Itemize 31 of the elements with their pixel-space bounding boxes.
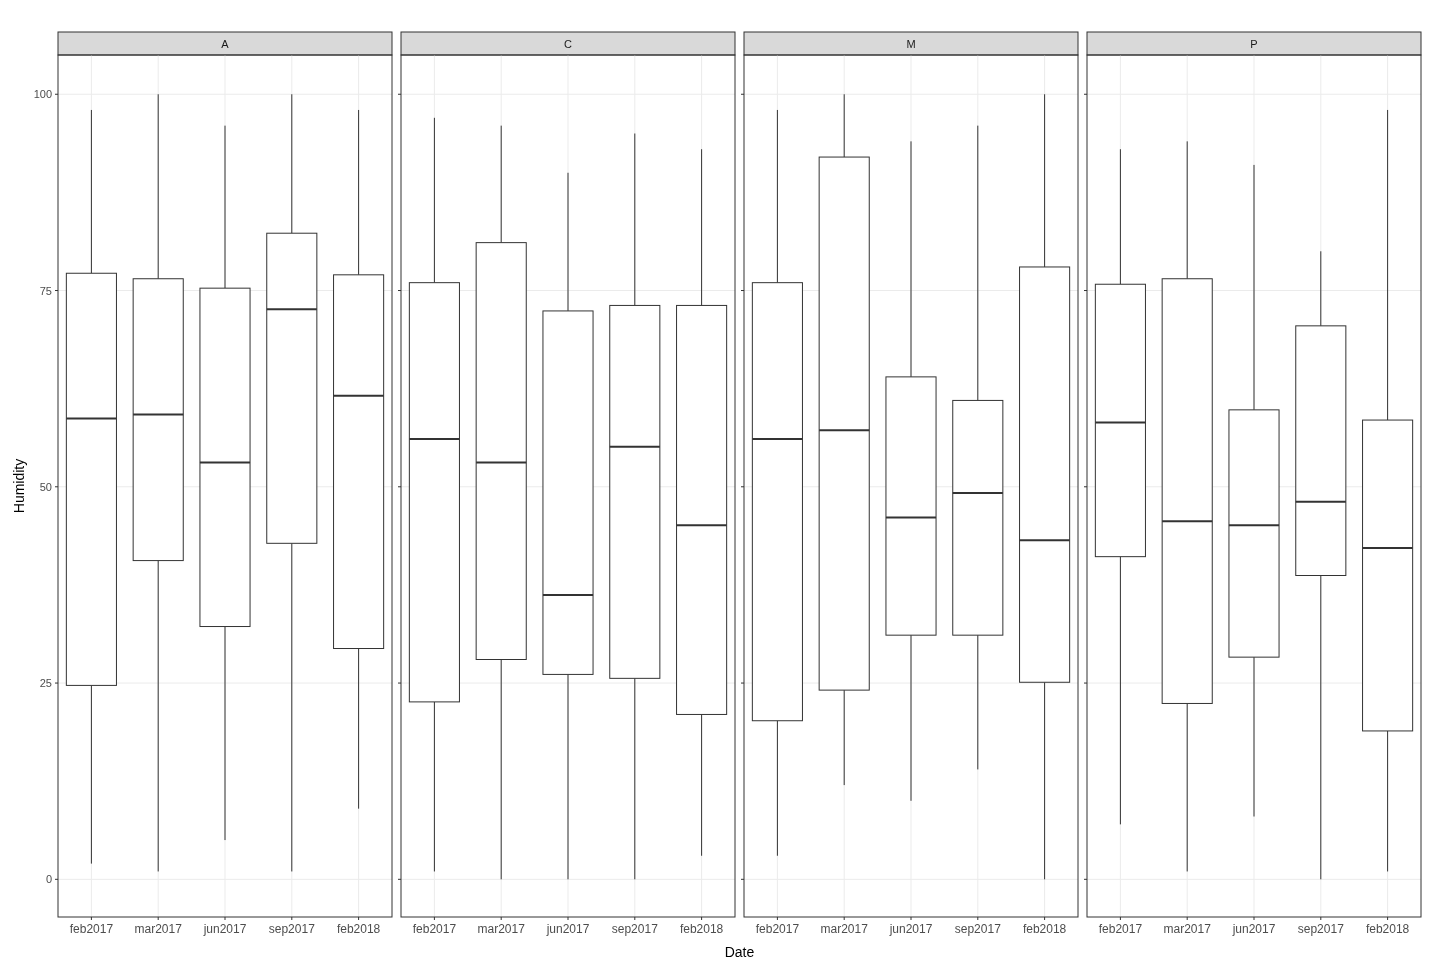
x-tick-label: jun2017	[888, 922, 933, 936]
x-tick-label: feb2017	[69, 922, 114, 936]
x-axis-title: Date	[724, 944, 755, 960]
chart-title: C	[564, 37, 573, 50]
x-tick-label: jun2017	[1231, 922, 1276, 936]
x-tick-label: jun2017	[202, 922, 247, 936]
x-tick-label: feb2018	[336, 922, 381, 936]
y-tick-label: 25	[39, 677, 52, 690]
x-tick-label: feb2017	[755, 922, 800, 936]
chart-title: A	[221, 37, 230, 50]
x-tick-label: sep2017	[954, 922, 1002, 936]
chart-title: M	[906, 37, 916, 50]
y-tick-label: 50	[39, 480, 52, 493]
y-axis-title: Humidity	[11, 458, 27, 514]
y-tick-label: 100	[33, 88, 52, 101]
x-tick-label: mar2017	[820, 922, 869, 936]
x-tick-label: feb2017	[412, 922, 457, 936]
x-tick-label: sep2017	[611, 922, 659, 936]
y-tick-label: 0	[45, 873, 52, 886]
x-tick-label: feb2017	[1098, 922, 1143, 936]
x-tick-label: mar2017	[1163, 922, 1212, 936]
x-tick-label: jun2017	[545, 922, 590, 936]
chart-title: P	[1250, 37, 1258, 50]
x-tick-label: mar2017	[134, 922, 183, 936]
x-tick-label: mar2017	[477, 922, 526, 936]
x-tick-label: feb2018	[679, 922, 724, 936]
x-tick-label: feb2018	[1365, 922, 1410, 936]
y-tick-label: 75	[39, 284, 52, 297]
x-tick-label: sep2017	[268, 922, 316, 936]
x-tick-label: feb2018	[1022, 922, 1067, 936]
x-tick-label: sep2017	[1297, 922, 1345, 936]
